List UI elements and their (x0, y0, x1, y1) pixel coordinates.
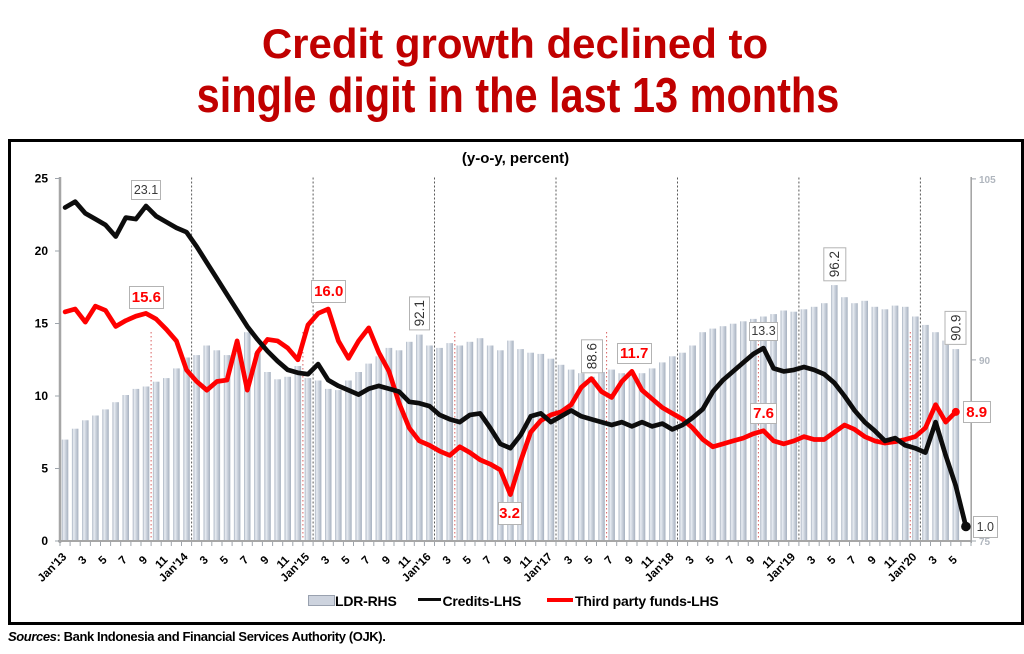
svg-text:7: 7 (238, 554, 251, 567)
svg-text:7: 7 (603, 554, 616, 567)
svg-text:9: 9 (866, 554, 879, 567)
svg-text:3: 3 (805, 554, 818, 567)
svg-text:5: 5 (704, 554, 717, 567)
svg-text:5: 5 (340, 554, 353, 567)
svg-text:7: 7 (724, 554, 737, 567)
svg-text:7: 7 (846, 554, 859, 567)
svg-text:20: 20 (35, 244, 49, 258)
svg-text:5: 5 (218, 554, 231, 567)
svg-text:9: 9 (745, 554, 758, 567)
svg-text:3: 3 (319, 554, 332, 567)
svg-text:5: 5 (826, 554, 839, 567)
svg-text:3: 3 (441, 554, 454, 567)
svg-text:5: 5 (583, 554, 596, 567)
svg-text:3: 3 (562, 554, 575, 567)
svg-text:3: 3 (198, 554, 211, 567)
svg-text:9: 9 (502, 554, 515, 567)
svg-text:90: 90 (979, 356, 991, 367)
svg-text:105: 105 (979, 175, 996, 186)
svg-text:7: 7 (117, 554, 130, 567)
svg-text:3: 3 (684, 554, 697, 567)
svg-text:9: 9 (259, 554, 272, 567)
svg-text:9: 9 (380, 554, 393, 567)
svg-text:9: 9 (137, 554, 150, 567)
svg-text:10: 10 (35, 389, 49, 403)
svg-text:5: 5 (41, 462, 48, 476)
svg-text:3: 3 (76, 554, 89, 567)
svg-text:5: 5 (461, 554, 474, 567)
svg-text:9: 9 (623, 554, 636, 567)
svg-text:0: 0 (41, 534, 48, 548)
svg-text:75: 75 (979, 537, 991, 548)
svg-text:7: 7 (360, 554, 373, 567)
svg-text:15: 15 (35, 317, 49, 331)
svg-text:5: 5 (947, 554, 960, 567)
svg-text:25: 25 (35, 172, 49, 186)
svg-text:5: 5 (97, 554, 110, 567)
svg-text:7: 7 (481, 554, 494, 567)
svg-text:Jan'13: Jan'13 (36, 551, 69, 584)
svg-text:3: 3 (927, 554, 940, 567)
